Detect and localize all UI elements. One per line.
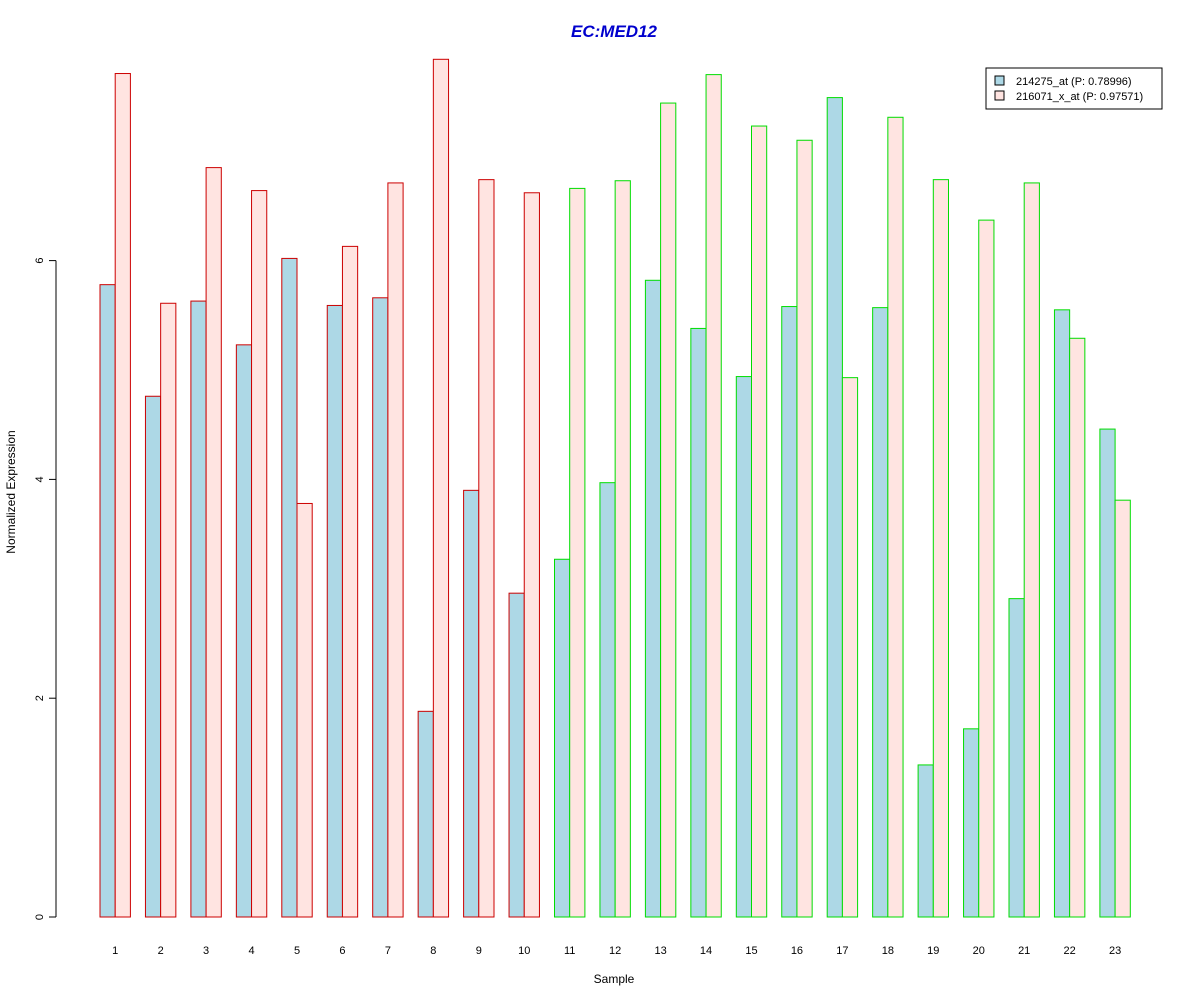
bars [99,58,1131,918]
bar-series2-sample-6 [341,245,359,918]
x-tick-label: 10 [518,945,530,957]
bar-series2-sample-13 [660,102,677,918]
x-tick-label: 9 [476,945,482,957]
bar-series2-sample-3 [205,167,222,918]
y-axis-title: Normalized Expression [4,430,18,553]
bar-series1-sample-9 [463,489,480,918]
y-tick-label: 2 [34,695,46,701]
bar-series1-sample-15 [735,376,752,918]
x-tick-label: 14 [700,945,712,957]
bar-series1-sample-16 [781,306,798,918]
bar-series2-sample-2 [160,302,177,918]
bar-series1-sample-7 [372,297,389,918]
x-tick-label: 22 [1064,945,1076,957]
y-axis: 0 2 4 6 [34,258,57,920]
legend-swatch [994,75,1005,86]
bar-series1-sample-13 [644,279,662,918]
x-tick-label: 12 [609,945,621,957]
bar-series2-sample-14 [705,74,722,918]
bar-series2-sample-19 [932,179,949,918]
legend-box [985,67,1163,110]
x-tick-label: 2 [158,945,164,957]
x-tick-label: 20 [973,945,985,957]
x-tick-label: 23 [1109,945,1121,957]
x-tick-label: 11 [564,945,575,957]
legend: 214275_at (P: 0.78996) 216071_x_at (P: 0.… [985,67,1163,110]
bar-series2-sample-4 [251,190,268,918]
x-tick-label: 13 [654,945,666,957]
bar-series2-sample-23 [1114,499,1131,918]
bar-series2-sample-11 [569,187,586,918]
x-tick-label: 16 [791,945,803,957]
bar-series2-sample-21 [1023,182,1040,918]
bar-series1-sample-14 [690,327,707,918]
bar-series1-sample-6 [326,304,343,918]
bar-series2-sample-1 [114,73,131,918]
bar-series2-sample-16 [796,139,813,918]
y-tick-label: 4 [34,476,46,482]
y-tick-label: 6 [34,258,46,264]
bar-series2-sample-8 [432,58,450,918]
x-tick-label: 17 [836,945,848,957]
bar-series1-sample-5 [281,257,298,918]
bar-series2-sample-9 [478,179,495,918]
legend-label: 214275_at (P: 0.78996) [1016,76,1132,88]
x-tick-label: 6 [339,945,345,957]
bar-series1-sample-22 [1053,309,1071,918]
bar-series1-sample-20 [963,728,980,918]
bar-series2-sample-20 [978,219,995,918]
bar-series1-sample-1 [99,284,116,918]
x-tick-label: 21 [1018,945,1030,957]
x-tick-label: 15 [745,945,757,957]
bar-series2-sample-22 [1069,337,1086,918]
x-tick-label: 8 [430,945,436,957]
x-tick-label: 5 [294,945,300,957]
bar-series1-sample-12 [599,482,616,918]
bar-series2-sample-7 [387,182,404,918]
bar-series1-sample-2 [144,395,162,918]
x-tick-label: 7 [385,945,391,957]
bar-series1-sample-10 [508,592,525,918]
chart-title: EC:MED12 [571,22,658,41]
bar-series1-sample-21 [1008,598,1025,918]
bar-series1-sample-4 [235,344,253,918]
bar-series1-sample-11 [554,558,571,918]
bar-series2-sample-10 [523,192,540,918]
bar-series1-sample-23 [1099,428,1116,918]
bar-series1-sample-8 [417,710,434,918]
bar-series2-sample-17 [841,377,859,918]
bar-series1-sample-18 [872,307,889,918]
bar-series2-sample-5 [296,502,313,918]
bar-series1-sample-17 [826,97,843,918]
y-tick-label: 0 [34,914,46,920]
bar-series2-sample-18 [887,116,904,918]
x-axis-tick-labels: 1 2 3 4 5 6 7 8 9 10 11 12 13 14 15 16 17 18 19 20 21 22 23 [112,945,1121,957]
bar-series1-sample-3 [190,300,207,918]
bar-series1-sample-19 [917,764,934,918]
x-tick-label: 3 [203,945,209,957]
x-tick-label: 19 [927,945,939,957]
x-axis-title: Sample [594,972,635,986]
x-tick-label: 1 [112,945,118,957]
x-tick-label: 4 [248,945,254,957]
bar-series2-sample-12 [614,180,631,918]
legend-swatch [994,90,1005,101]
bar-series2-sample-15 [751,125,768,918]
legend-label: 216071_x_at (P: 0.97571) [1016,91,1143,103]
x-tick-label: 18 [882,945,894,957]
